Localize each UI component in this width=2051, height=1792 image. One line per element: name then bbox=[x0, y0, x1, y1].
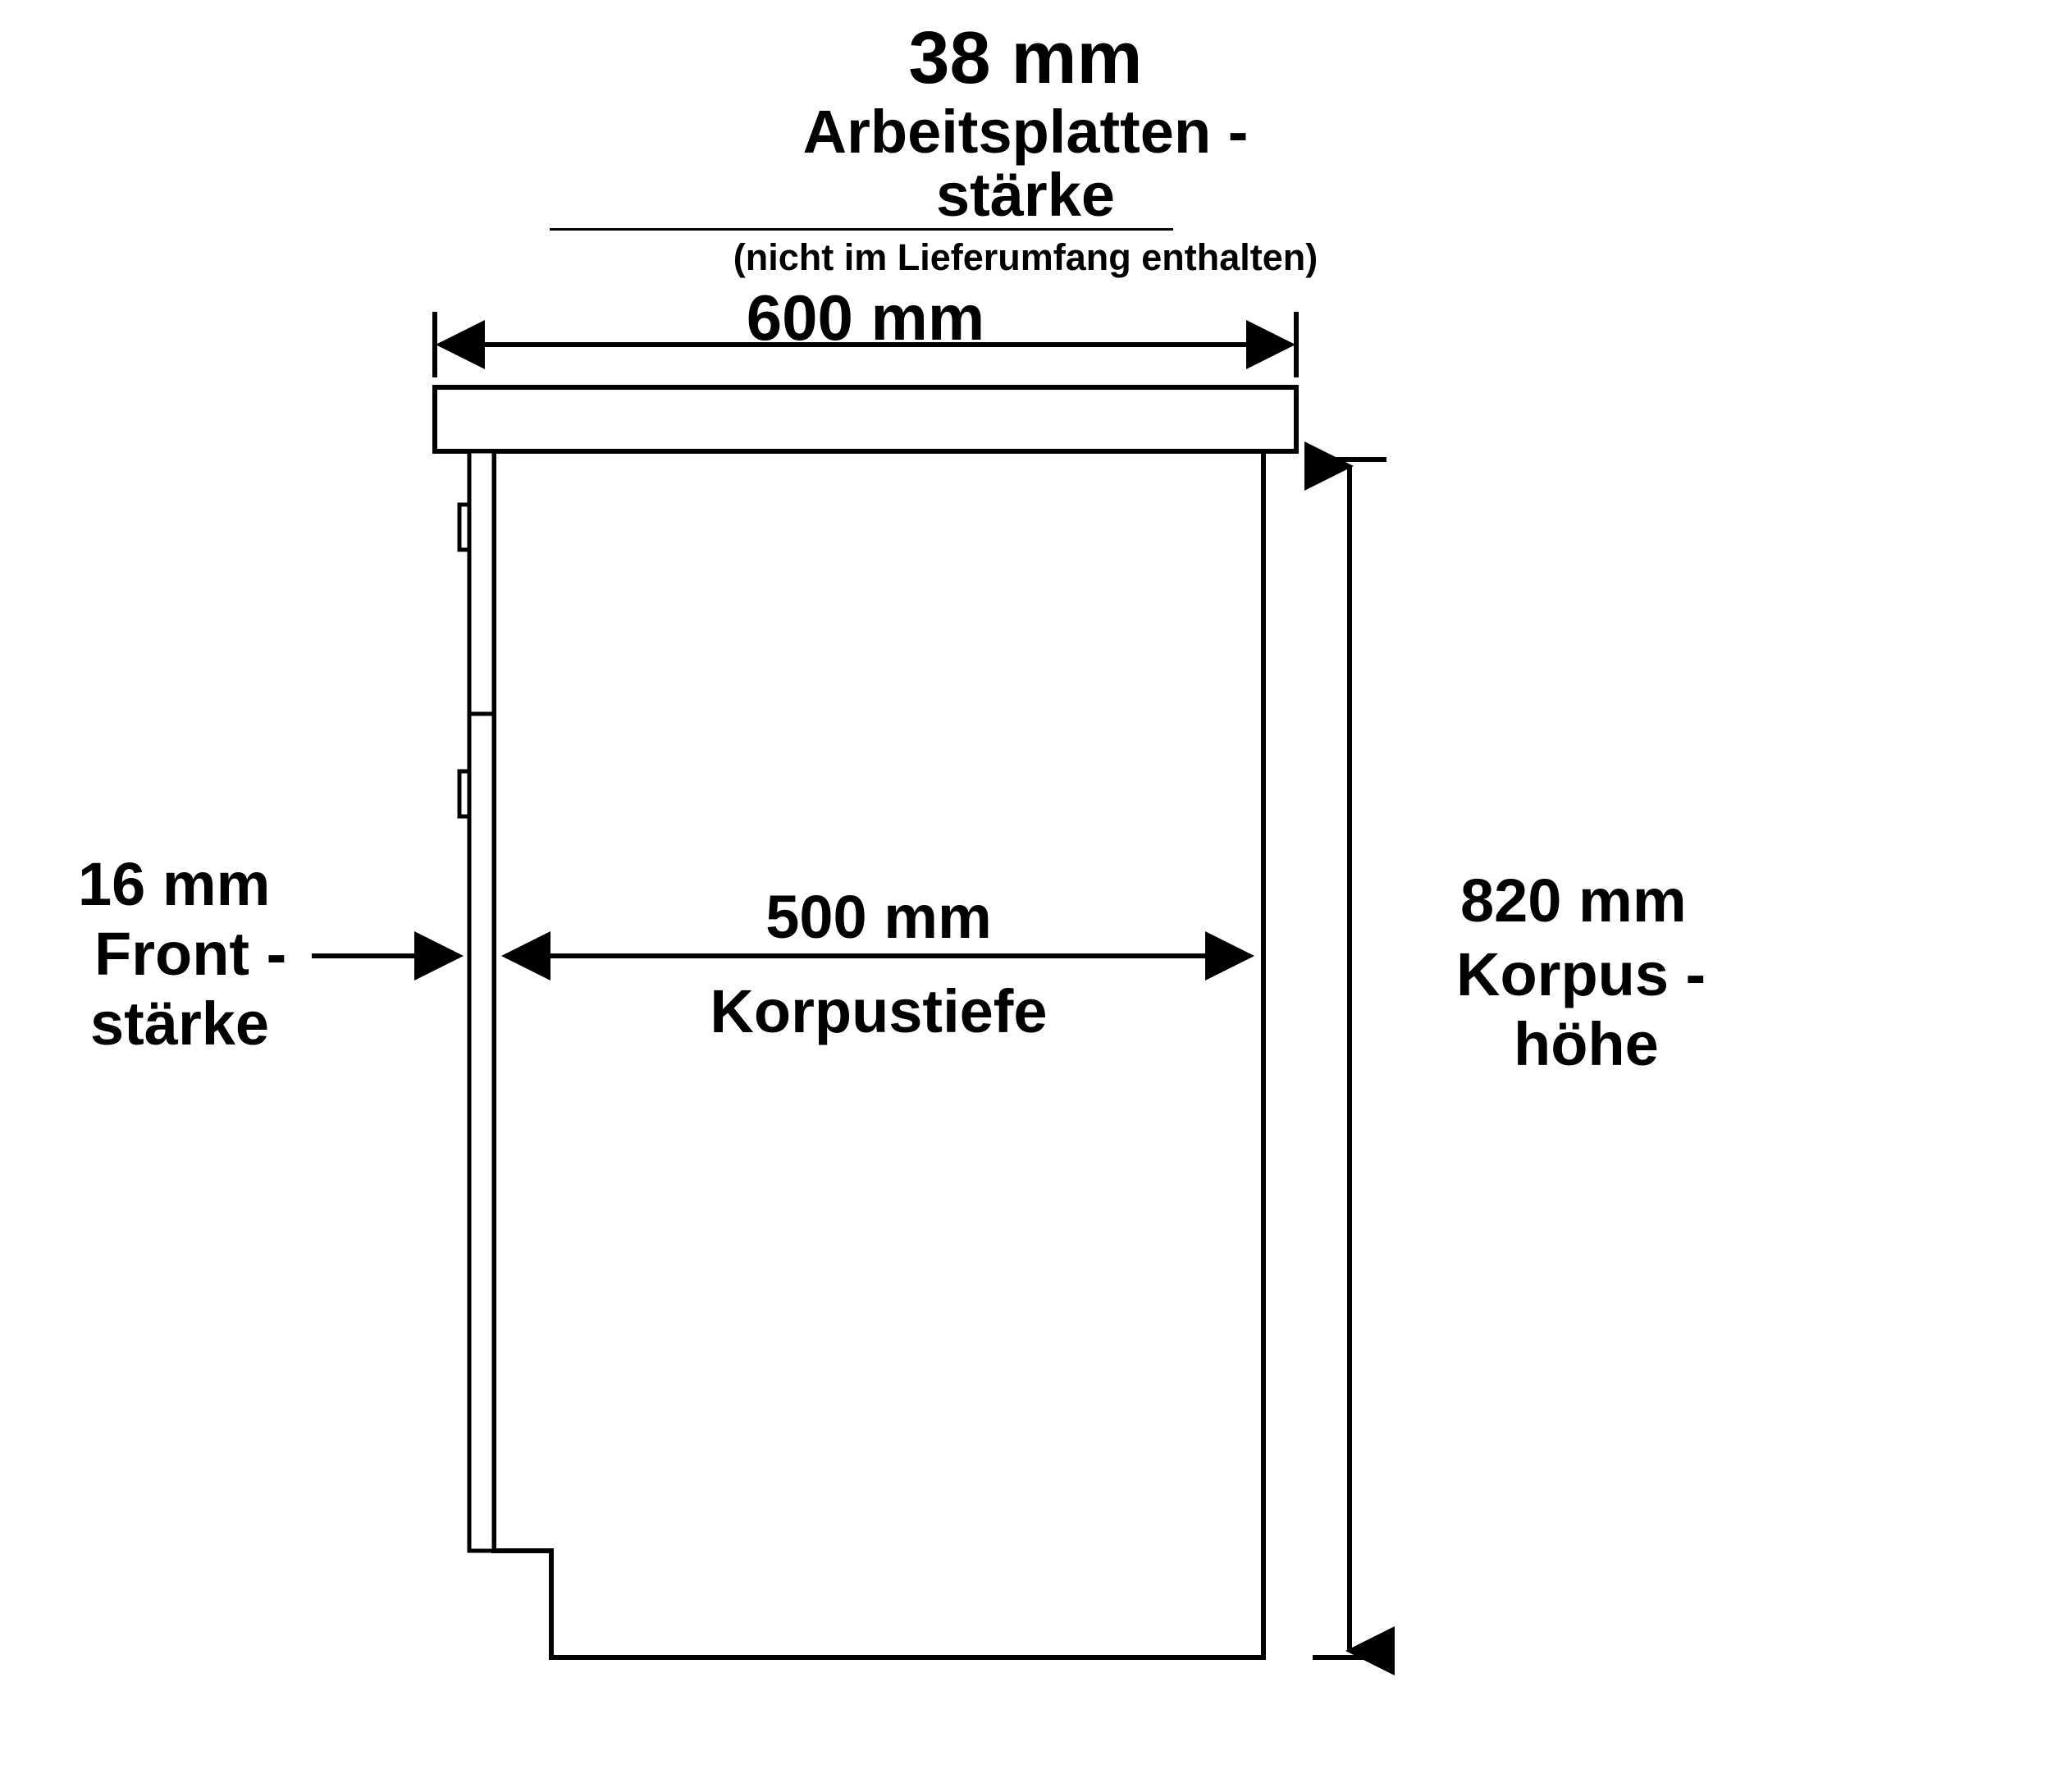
body-depth-value: 500 mm bbox=[494, 882, 1263, 952]
body-height-label-1: Korpus - bbox=[1456, 939, 1706, 1009]
body-height-label-2: höhe bbox=[1514, 1009, 1659, 1079]
cabinet-outline bbox=[435, 387, 1296, 451]
front-thickness-label-2: stärke bbox=[90, 989, 269, 1058]
cabinet-body bbox=[494, 451, 1263, 1657]
front-thickness-label-1: Front - bbox=[94, 919, 286, 989]
dim-width-600 bbox=[435, 312, 1296, 377]
body-depth-label: Korpustiefe bbox=[494, 976, 1263, 1046]
dim-height-820 bbox=[1313, 459, 1386, 1657]
diagram-stage: 38 mm Arbeitsplatten - stärke (nicht im … bbox=[0, 0, 2051, 1792]
front-thickness-value: 16 mm bbox=[78, 849, 270, 919]
front-panel bbox=[469, 451, 494, 1551]
body-height-value: 820 mm bbox=[1460, 866, 1687, 935]
